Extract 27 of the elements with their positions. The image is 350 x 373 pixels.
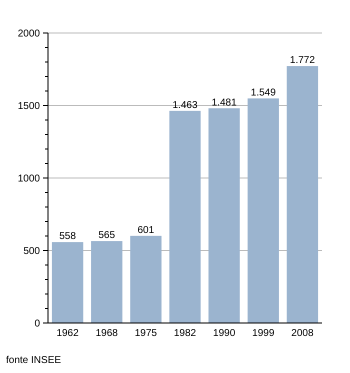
x-tick-label: 2008 bbox=[291, 328, 314, 339]
y-tick-label: 1000 bbox=[18, 174, 40, 184]
data-label: 1.463 bbox=[172, 100, 198, 111]
x-tick-label: 1990 bbox=[213, 328, 236, 339]
bar bbox=[91, 241, 122, 323]
y-tick-label: 0 bbox=[34, 318, 40, 330]
bar bbox=[286, 66, 318, 323]
y-tick-label: 1500 bbox=[18, 101, 40, 112]
x-tick-label: 1968 bbox=[96, 328, 118, 339]
y-tick-label: 500 bbox=[23, 246, 40, 257]
x-tick-label: 1999 bbox=[252, 328, 275, 339]
bar bbox=[130, 236, 162, 323]
source-note: fonte INSEE bbox=[6, 355, 62, 366]
x-tick-label: 1975 bbox=[134, 328, 158, 339]
data-label: 565 bbox=[98, 230, 116, 242]
bar bbox=[169, 110, 201, 323]
data-label: 1.772 bbox=[290, 55, 316, 66]
bar bbox=[52, 242, 84, 323]
bar bbox=[208, 108, 240, 323]
y-tick-label: 2000 bbox=[18, 28, 40, 40]
data-label: 1.549 bbox=[250, 87, 276, 98]
x-tick-label: 1982 bbox=[174, 328, 197, 339]
data-label: 1.481 bbox=[212, 97, 238, 108]
x-tick-label: 1962 bbox=[56, 328, 80, 339]
bar bbox=[248, 98, 279, 323]
data-label: 558 bbox=[59, 231, 76, 242]
data-label: 601 bbox=[138, 224, 155, 236]
